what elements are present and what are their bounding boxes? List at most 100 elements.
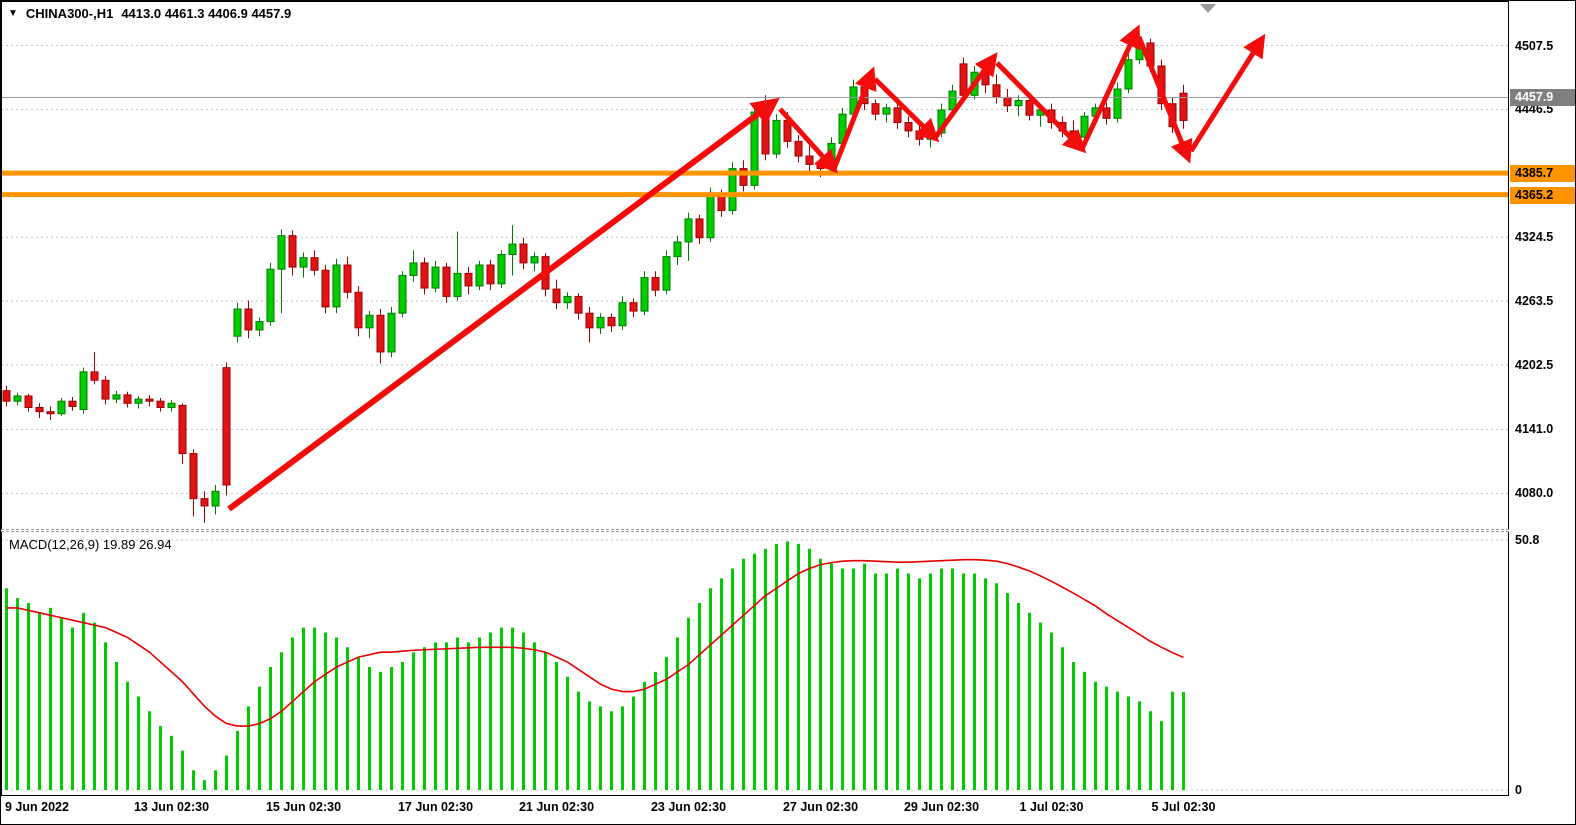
trend-arrow[interactable]: [778, 107, 839, 174]
candle: [596, 313, 605, 335]
candle: [222, 362, 231, 496]
candle: [442, 262, 451, 303]
trend-arrow[interactable]: [932, 52, 998, 140]
candle: [376, 309, 385, 364]
candle: [398, 271, 407, 318]
current-price-label: 4457.9: [1510, 89, 1575, 106]
candle: [871, 99, 880, 121]
candle: [189, 449, 198, 517]
candle: [68, 397, 77, 411]
time-tick-label: 1 Jul 02:30: [1019, 800, 1084, 814]
time-tick-label: 27 Jun 02:30: [782, 800, 859, 814]
candle: [695, 214, 704, 245]
macd-chart[interactable]: [1, 532, 1509, 796]
price-tick-label: 4324.5: [1515, 230, 1554, 244]
candle: [453, 231, 462, 301]
collapse-arrow-icon[interactable]: ▼: [8, 8, 18, 19]
candle: [629, 298, 638, 318]
trend-arrow[interactable]: [1188, 33, 1266, 153]
trend-arrow[interactable]: [831, 66, 877, 170]
candle: [464, 267, 473, 295]
candle: [200, 491, 209, 523]
candle: [387, 306, 396, 358]
candle: [904, 116, 913, 138]
candle: [475, 260, 484, 291]
price-tick-label: 4141.0: [1515, 422, 1554, 436]
price-panel-border: [1, 1, 1509, 529]
panel-divider[interactable]: [1, 529, 1509, 532]
candle: [310, 250, 319, 276]
candle: [651, 271, 660, 297]
candle: [321, 265, 330, 314]
candle: [552, 279, 561, 309]
candle: [640, 271, 649, 316]
candle: [1014, 95, 1023, 117]
price-tick-label: 4263.5: [1515, 294, 1554, 308]
trend-arrow[interactable]: [873, 77, 940, 143]
candle: [35, 403, 44, 418]
candle: [409, 250, 418, 282]
candle: [420, 257, 429, 295]
candle: [57, 398, 66, 416]
time-tick-label: 5 Jul 02:30: [1151, 800, 1216, 814]
time-tick-label: 9 Jun 2022: [5, 800, 69, 814]
candle: [211, 485, 220, 515]
price-tick-label: 4080.0: [1515, 486, 1554, 500]
time-tick-label: 23 Jun 02:30: [650, 800, 727, 814]
candle: [244, 300, 253, 339]
candle: [332, 258, 341, 314]
macd-indicator-label: MACD(12,26,9) 19.89 26.94: [9, 537, 172, 552]
price-chart[interactable]: [1, 1, 1509, 529]
time-tick-label: 13 Jun 02:30: [133, 800, 210, 814]
macd-signal-line: [6, 558, 1184, 727]
candle: [145, 394, 154, 407]
hline-price-label: 4365.2: [1510, 187, 1575, 204]
candle: [508, 225, 517, 276]
candle: [233, 302, 242, 343]
symbol-title: CHINA300-,H1: [25, 6, 114, 21]
candle: [519, 237, 528, 270]
candle: [288, 230, 297, 276]
candle: [156, 398, 165, 412]
candle: [530, 252, 539, 272]
candle: [13, 392, 22, 406]
candle: [2, 385, 11, 407]
candle: [277, 229, 286, 314]
candle: [1124, 53, 1133, 94]
candle: [684, 212, 693, 261]
candle: [1179, 84, 1188, 129]
candle: [112, 390, 121, 404]
time-tick-label: 29 Jun 02:30: [903, 800, 980, 814]
price-tick-label: 4202.5: [1515, 358, 1554, 372]
chart-header: ▼ CHINA300-,H1 4413.0 4461.3 4406.9 4457…: [8, 6, 291, 21]
hline-price-label: 4385.7: [1510, 165, 1575, 182]
candle: [618, 296, 627, 330]
candle: [728, 162, 737, 215]
candle: [354, 285, 363, 337]
ohlc-values: 4413.0 4461.3 4406.9 4457.9: [121, 6, 292, 21]
trend-arrow[interactable]: [227, 97, 780, 512]
candle: [123, 391, 132, 408]
macd-tick-label: 50.8: [1515, 533, 1540, 547]
candle: [431, 260, 440, 293]
price-tick-label: 4507.5: [1515, 39, 1554, 53]
time-axis[interactable]: 9 Jun 2022 13 Jun 02:30 15 Jun 02:30 17 Jun…: [1, 797, 1575, 824]
candle: [79, 367, 88, 414]
candle: [882, 103, 891, 123]
candle: [178, 403, 187, 465]
trend-arrow[interactable]: [1136, 36, 1193, 164]
macd-panel-border: [1, 532, 1509, 796]
candle: [134, 395, 143, 409]
candle: [1025, 96, 1034, 121]
price-axis[interactable]: 4507.5 4446.5 4324.5 4263.5 4202.5 4141.0 4080…: [1510, 1, 1575, 797]
time-tick-label: 17 Jun 02:30: [397, 800, 474, 814]
candle: [574, 293, 583, 320]
trend-arrow[interactable]: [1079, 24, 1141, 151]
chart-shift-marker-icon[interactable]: [1200, 4, 1216, 13]
candle: [486, 259, 495, 291]
candle: [343, 256, 352, 299]
candle: [1102, 102, 1111, 125]
trend-arrow[interactable]: [995, 61, 1087, 154]
candle: [673, 235, 682, 265]
